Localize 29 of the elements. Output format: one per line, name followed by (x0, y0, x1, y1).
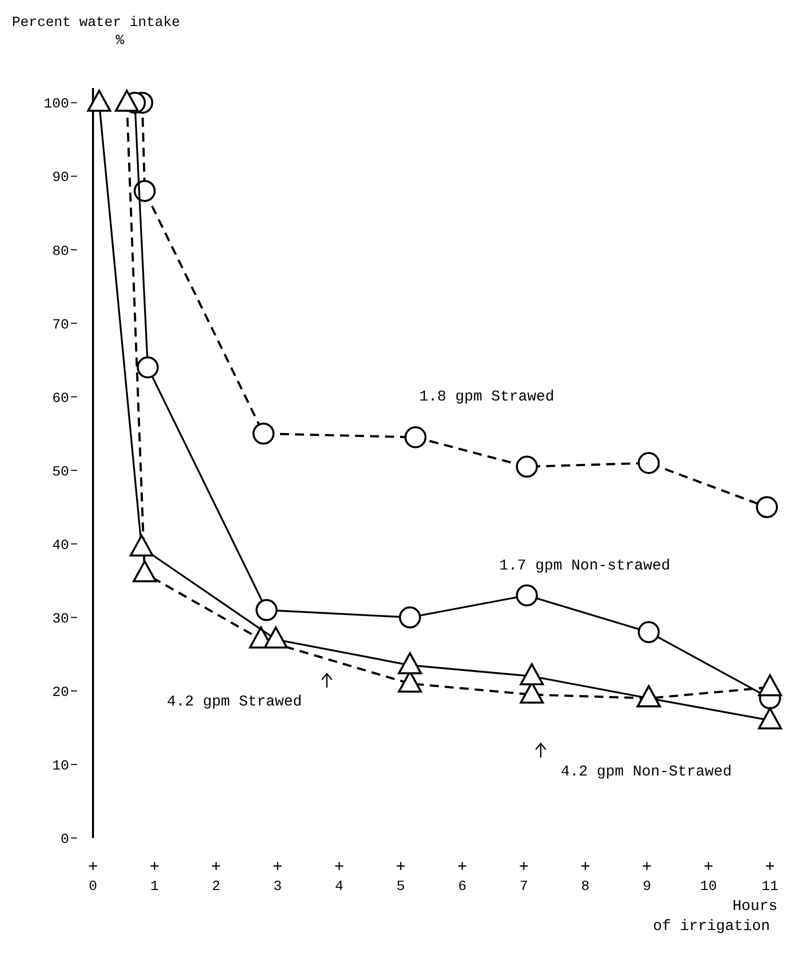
y-tick-label: 30 (52, 611, 69, 628)
x-tick-label: 5 (396, 879, 405, 895)
y-tick-label: 70 (52, 317, 69, 334)
y-tick-label: 90 (52, 170, 69, 186)
y-tick-label: 100 (44, 96, 69, 113)
x-tick-label: 1 (150, 879, 159, 895)
x-tick-label: 2 (212, 879, 220, 895)
y-axis-title: Percent water intake % (12, 15, 180, 49)
y-tick-label: 20 (52, 684, 69, 701)
x-tick-label: 6 (458, 879, 466, 895)
y-tick-label: 80 (52, 244, 69, 260)
x-tick-label: 10 (700, 879, 717, 895)
y-tick-label: 60 (52, 390, 69, 407)
x-tick-label: 4 (334, 879, 344, 895)
y-tick-label: 10 (52, 758, 69, 774)
series-label: 1.7 gpm Non-strawed (499, 558, 670, 575)
text: 4.2 gpm Strawed (166, 694, 302, 711)
x-tick-label: 9 (642, 879, 652, 895)
series-label: 1.8 gpm Strawed (419, 388, 554, 406)
y-tick-label: 50 (52, 464, 69, 480)
x-tick-label: 0 (88, 879, 98, 895)
x-tick-label: 7 (520, 879, 528, 895)
y-tick-label: 40 (52, 538, 69, 554)
text: 4.2 gpm Non-Strawed (560, 764, 732, 780)
x-tick-label: 3 (273, 879, 282, 895)
x-axis-title: Hours of irrigation (652, 898, 778, 935)
y-tick-label: 0 (60, 832, 69, 848)
x-tick-label: 11 (762, 879, 778, 895)
x-tick-label: 8 (581, 879, 590, 895)
